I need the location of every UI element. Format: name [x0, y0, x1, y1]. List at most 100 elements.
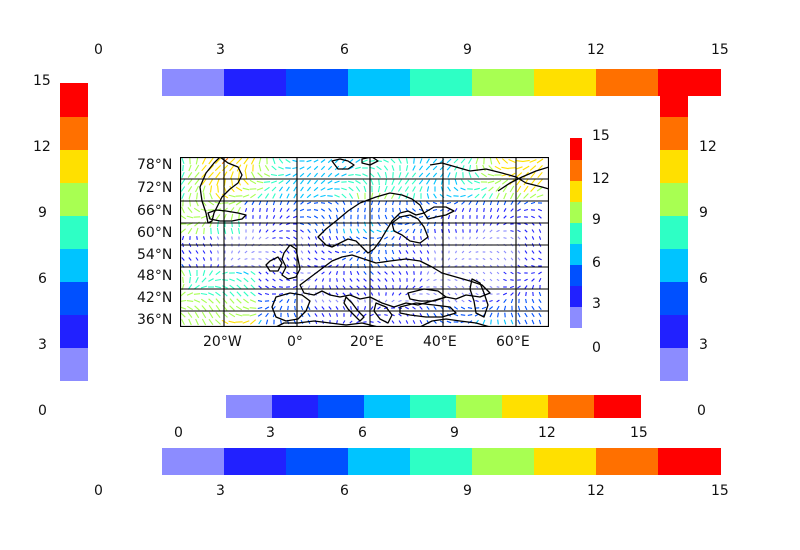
- coastline-ireland: [265, 256, 283, 272]
- wind-vector: [363, 285, 367, 289]
- wind-vector: [496, 192, 500, 200]
- wind-vector: [531, 236, 535, 240]
- wind-vector: [286, 257, 290, 261]
- coastline-finland: [391, 214, 429, 244]
- colorbar-segment: [224, 448, 287, 475]
- wind-vector: [180, 291, 186, 297]
- wind-vector: [398, 299, 402, 303]
- wind-vector: [385, 249, 387, 255]
- wind-vector: [349, 270, 353, 276]
- wind-vector: [264, 306, 270, 310]
- wind-vector: [454, 172, 458, 178]
- wind-vector: [320, 159, 326, 163]
- wind-vector: [320, 187, 326, 191]
- wind-vector: [286, 186, 290, 192]
- wind-vector: [390, 158, 396, 164]
- wind-vector: [447, 285, 451, 289]
- wind-vector: [235, 305, 243, 311]
- wind-vector: [405, 285, 409, 289]
- wind-vector: [468, 164, 472, 172]
- wind-vector: [193, 207, 201, 213]
- wind-vector: [251, 250, 255, 254]
- wind-vector: [425, 165, 431, 171]
- wind-vector: [461, 257, 465, 261]
- wind-vector: [286, 193, 290, 199]
- wind-vector: [503, 278, 507, 282]
- wind-vector: [515, 172, 523, 178]
- wind-vector: [215, 298, 221, 304]
- wind-vector: [336, 313, 338, 317]
- wind-vector: [195, 318, 199, 326]
- wind-vector: [300, 279, 304, 281]
- wind-vector: [529, 165, 537, 171]
- wind-vector: [210, 257, 212, 261]
- wind-vector: [370, 285, 374, 289]
- wind-vector: [490, 319, 492, 325]
- wind-vector: [510, 236, 514, 240]
- wind-vector: [321, 257, 325, 261]
- wind-vector: [335, 201, 339, 205]
- wind-vector: [538, 271, 542, 275]
- wind-vector: [537, 179, 543, 185]
- colorbar-segment: [660, 314, 688, 348]
- wind-vector: [327, 195, 333, 197]
- wind-vector: [307, 264, 311, 268]
- wind-vector: [405, 193, 409, 199]
- wind-vector: [510, 230, 514, 232]
- wind-vector: [398, 236, 402, 240]
- wind-vector: [186, 300, 194, 302]
- wind-vector: [328, 208, 332, 212]
- wind-vector: [314, 250, 318, 254]
- wind-vector: [517, 250, 521, 254]
- colorbar-segment: [162, 69, 225, 96]
- colorbar-inner-tick: 12: [592, 171, 610, 187]
- wind-vector: [433, 292, 437, 296]
- wind-vector: [228, 312, 236, 318]
- wind-vector: [496, 200, 500, 206]
- wind-vector: [342, 228, 346, 234]
- wind-vector: [257, 172, 263, 178]
- wind-vector: [349, 285, 353, 289]
- wind-vector: [433, 193, 437, 199]
- wind-vector: [460, 194, 466, 198]
- wind-vector: [306, 172, 312, 178]
- wind-vector: [398, 207, 402, 213]
- wind-vector: [217, 185, 219, 193]
- wind-vector: [350, 313, 352, 317]
- colorbar-segment: [596, 448, 659, 475]
- wind-vector: [236, 284, 242, 290]
- wind-vector: [328, 271, 332, 275]
- wind-vector: [391, 178, 395, 186]
- wind-vector: [418, 165, 424, 171]
- wind-vector: [370, 292, 374, 296]
- wind-vector: [335, 214, 339, 220]
- colorbar-top-tick: 9: [463, 42, 472, 58]
- wind-vector: [510, 257, 514, 261]
- wind-vector: [517, 229, 521, 233]
- wind-vector: [531, 272, 535, 274]
- wind-vector: [432, 172, 438, 178]
- wind-vector: [447, 172, 451, 178]
- wind-vector: [412, 320, 416, 324]
- wind-vector: [432, 208, 438, 212]
- wind-vector: [186, 215, 194, 219]
- wind-vector: [208, 298, 214, 304]
- wind-vector: [356, 270, 360, 276]
- wind-vector: [378, 178, 380, 186]
- wind-vector: [201, 305, 207, 311]
- wind-vector: [461, 250, 465, 254]
- wind-vector: [356, 228, 360, 234]
- wind-vector: [251, 236, 255, 240]
- wind-vector: [524, 201, 528, 205]
- wind-vector: [481, 306, 487, 310]
- wind-vector: [293, 215, 297, 219]
- wind-vector: [208, 270, 214, 276]
- wind-vector: [482, 278, 486, 282]
- wind-vector: [538, 299, 542, 303]
- colorbar-right-tick: 12: [699, 139, 717, 155]
- wind-vector: [412, 165, 416, 171]
- wind-vector: [467, 307, 473, 309]
- wind-vector: [426, 186, 430, 192]
- wind-vector: [517, 319, 521, 325]
- wind-vector: [244, 208, 248, 212]
